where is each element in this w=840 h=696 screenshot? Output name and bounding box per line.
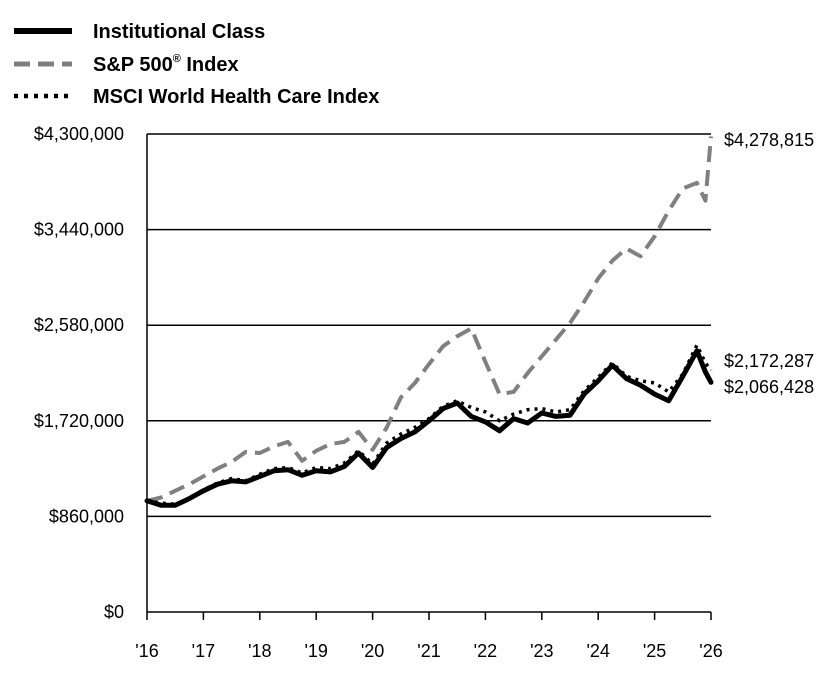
msci-end-label: $2,172,287 bbox=[724, 351, 814, 371]
y-tick-labels: $0 $860,000 $1,720,000 $2,580,000 $3,440,000… bbox=[34, 124, 124, 622]
gridlines bbox=[147, 133, 711, 518]
institutional-end-label: $2,066,428 bbox=[724, 377, 814, 397]
y-tick-label: $1,720,000 bbox=[34, 411, 124, 431]
x-tick-label: '22 bbox=[474, 641, 497, 661]
series-lines bbox=[144, 136, 714, 508]
x-tick-label: '25 bbox=[643, 641, 666, 661]
legend-msci-label: MSCI World Health Care Index bbox=[93, 86, 379, 108]
y-tick-label: $3,440,000 bbox=[34, 220, 124, 240]
legend-institutional-label: Institutional Class bbox=[93, 21, 265, 43]
y-tick-label: $4,300,000 bbox=[34, 124, 124, 144]
y-tick-label: $860,000 bbox=[49, 506, 124, 526]
x-tick-label: '19 bbox=[304, 641, 327, 661]
x-tick-label: '20 bbox=[361, 641, 384, 661]
x-tick-label: '18 bbox=[248, 641, 271, 661]
x-tick-label: '26 bbox=[699, 641, 722, 661]
legend: Institutional Class S&P 500® Index MSCI Wo… bbox=[14, 21, 379, 108]
axes bbox=[146, 134, 712, 620]
x-tick-label: '17 bbox=[192, 641, 215, 661]
institutional-class-line bbox=[144, 348, 714, 508]
y-tick-label: $2,580,000 bbox=[34, 315, 124, 335]
x-tick-label: '16 bbox=[135, 641, 158, 661]
x-tick-label: '23 bbox=[530, 641, 553, 661]
x-tick-label: '24 bbox=[586, 641, 609, 661]
end-value-labels: $4,278,815 $2,172,287 $2,066,428 bbox=[724, 130, 814, 397]
x-tick-label: '21 bbox=[417, 641, 440, 661]
y-tick-label: $0 bbox=[104, 602, 124, 622]
x-tick-labels: '16 '17 '18 '19 '20 '21 '22 '23 '24 '25 '26 bbox=[135, 641, 722, 661]
sp500-end-label: $4,278,815 bbox=[724, 130, 814, 150]
legend-sp500-label: S&P 500® Index bbox=[93, 53, 239, 76]
sp500-line bbox=[146, 136, 713, 503]
